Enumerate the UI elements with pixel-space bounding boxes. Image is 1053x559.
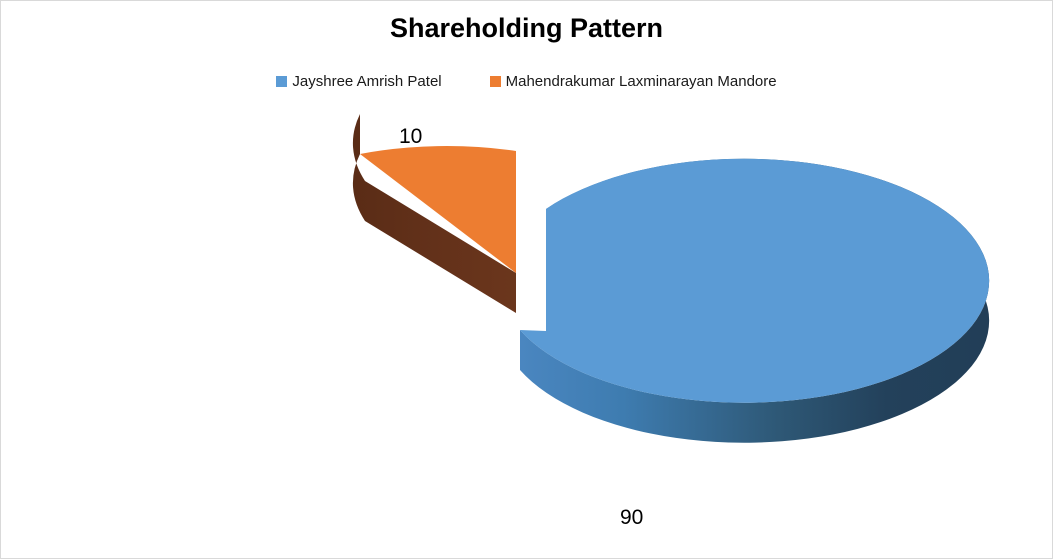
pie-slice-blue-top bbox=[520, 158, 990, 403]
chart-legend: Jayshree Amrish Patel Mahendrakumar Laxm… bbox=[1, 73, 1052, 90]
data-label-orange-slice: 10 bbox=[399, 125, 423, 148]
legend-entry-jayshree-amrish-patel[interactable]: Jayshree Amrish Patel bbox=[276, 73, 442, 90]
legend-entry-mahendrakumar-laxminarayan-mandore[interactable]: Mahendrakumar Laxminarayan Mandore bbox=[489, 73, 777, 90]
pie-slice-orange-rim bbox=[352, 114, 516, 313]
pie-slice-blue-3d[interactable] bbox=[520, 158, 990, 443]
pie-slice-orange-top bbox=[360, 146, 516, 273]
legend-swatch-orange-icon bbox=[489, 76, 501, 87]
legend-label-jayshree-amrish-patel: Jayshree Amrish Patel bbox=[292, 73, 442, 90]
legend-swatch-blue-icon bbox=[276, 76, 288, 87]
chart-title: Shareholding Pattern bbox=[389, 13, 664, 43]
data-label-blue-slice: 90 bbox=[620, 506, 644, 529]
pie-slice-orange-3d[interactable] bbox=[352, 114, 516, 313]
legend-label-mahendrakumar-laxminarayan-mandore: Mahendrakumar Laxminarayan Mandore bbox=[505, 73, 777, 90]
